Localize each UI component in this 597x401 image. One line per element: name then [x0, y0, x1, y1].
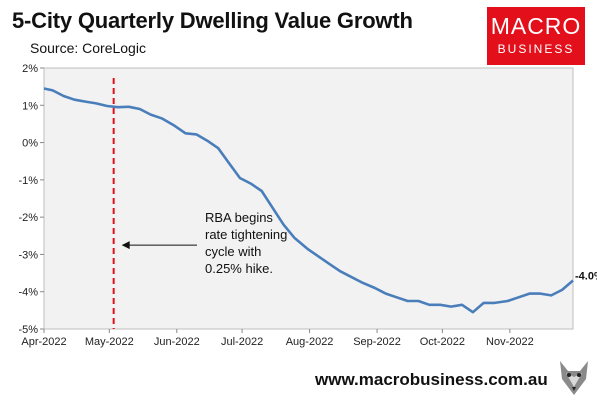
x-tick-label: Jun-2022 [154, 336, 200, 348]
annotation-text: RBA begins rate tightening cycle with 0.25%… [205, 210, 287, 276]
chart-title: 5-City Quarterly Dwelling Value Growth [12, 8, 413, 33]
plot-area [43, 67, 574, 330]
y-tick-label: -1% [18, 175, 38, 187]
y-tick-label: 0% [22, 138, 38, 150]
x-tick-label: Nov-2022 [486, 336, 534, 348]
y-axis: 2% 1% 0% -1% -2% -3% -4% -5% [18, 63, 44, 336]
annotation-line: 0.25% hike. [205, 261, 273, 276]
logo-line-1: MACRO [490, 13, 582, 39]
x-tick-label: Jul-2022 [221, 336, 263, 348]
x-tick-label: May-2022 [85, 336, 134, 348]
y-tick-label: -3% [18, 249, 38, 261]
series-line [43, 87, 574, 314]
y-tick-label: -4% [18, 287, 38, 299]
footer-url: www.macrobusiness.com.au [315, 370, 548, 389]
wolf-face-icon [560, 361, 588, 395]
x-tick-label: Sep-2022 [353, 336, 401, 348]
end-value-label: -4.0% [575, 271, 597, 283]
annotation-line: RBA begins [205, 210, 273, 225]
x-tick-label: Oct-2022 [420, 336, 465, 348]
annotation-line: cycle with [205, 244, 261, 259]
annotation-arrowhead [121, 241, 130, 250]
annotation-line: rate tightening [205, 227, 287, 242]
y-tick-label: 1% [22, 100, 38, 112]
y-tick-label: -2% [18, 212, 38, 224]
y-tick-label: 2% [22, 63, 38, 75]
logo-line-2: BUSINESS [497, 42, 575, 56]
macrobusiness-logo: MACRO BUSINESS [487, 7, 585, 65]
x-tick-label: Aug-2022 [286, 336, 334, 348]
x-axis: Apr-2022 May-2022 Jun-2022 Jul-2022 Aug-2022… [21, 329, 534, 348]
x-tick-label: Apr-2022 [21, 336, 66, 348]
chart-source: Source: CoreLogic [30, 40, 146, 56]
y-tick-label: -5% [18, 324, 38, 336]
